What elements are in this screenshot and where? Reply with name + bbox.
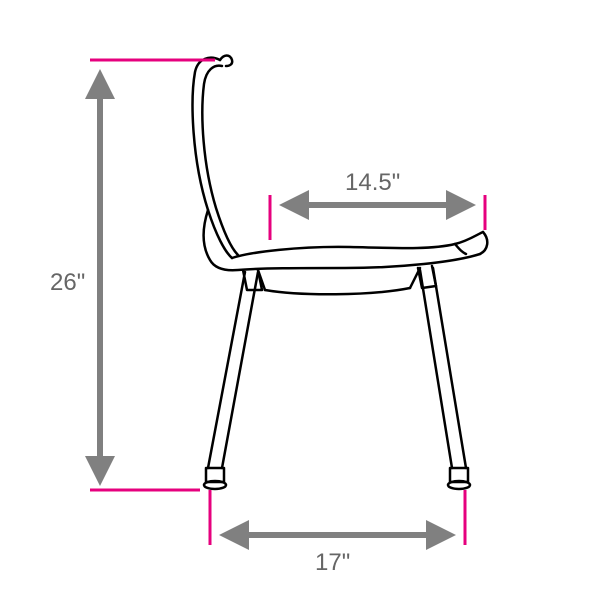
dimension-base-width: 17" [210, 490, 465, 576]
chair-dimension-diagram: 26" 14.5" 17" [0, 0, 600, 600]
dimension-seat-depth: 14.5" [270, 169, 485, 240]
chair-outline [193, 56, 488, 490]
height-label: 26" [50, 269, 85, 296]
seat-depth-label: 14.5" [345, 169, 400, 196]
base-width-label: 17" [315, 549, 350, 576]
dimension-height: 26" [50, 60, 215, 490]
